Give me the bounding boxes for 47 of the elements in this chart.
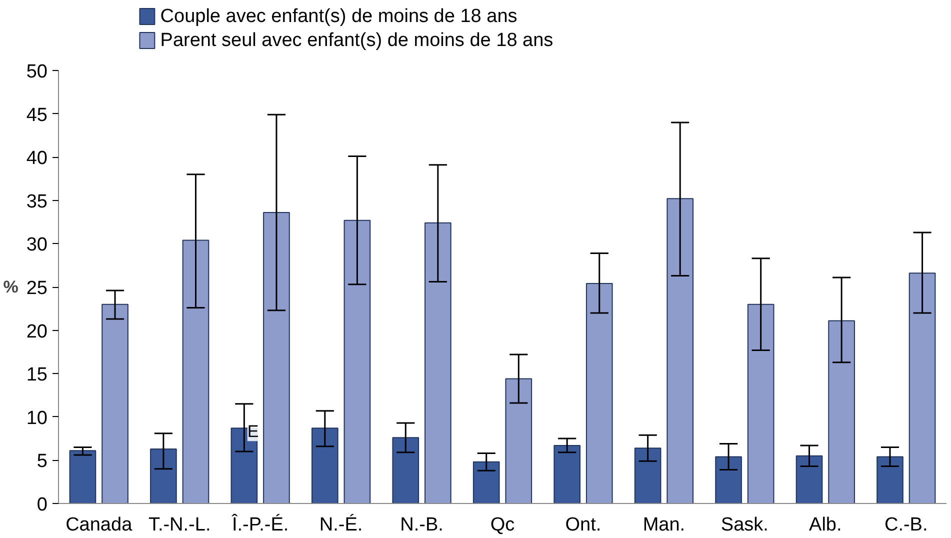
bar bbox=[796, 455, 823, 504]
annotation: E bbox=[247, 422, 259, 442]
y-tick-label: 10 bbox=[26, 408, 48, 429]
bar bbox=[263, 212, 290, 504]
x-tick-label: Alb. bbox=[809, 514, 842, 536]
bar bbox=[311, 428, 338, 504]
y-tick-label: 20 bbox=[26, 321, 48, 342]
x-tick-label: N.-É. bbox=[319, 514, 363, 536]
y-axis-title: % bbox=[3, 278, 18, 296]
y-tick-label: 0 bbox=[36, 494, 48, 516]
bar bbox=[150, 448, 177, 504]
y-tick-label: 15 bbox=[26, 364, 48, 386]
bar bbox=[634, 448, 662, 504]
y-tick-label: 40 bbox=[26, 148, 48, 170]
bar bbox=[747, 304, 774, 504]
bar bbox=[69, 450, 96, 504]
bar bbox=[392, 437, 420, 504]
x-tick-label: Man. bbox=[642, 514, 686, 536]
bar bbox=[505, 378, 532, 504]
bar bbox=[715, 456, 742, 504]
bar bbox=[876, 456, 904, 504]
bar bbox=[424, 222, 452, 504]
y-tick-label: 50 bbox=[26, 62, 48, 82]
bar bbox=[666, 198, 694, 504]
y-tick-label: 30 bbox=[26, 234, 48, 256]
bar bbox=[828, 320, 855, 504]
bar bbox=[554, 444, 580, 504]
legend-label: Parent seul avec enfant(s) de moins de 18 ans bbox=[160, 30, 554, 51]
y-tick-label: 35 bbox=[26, 191, 48, 212]
x-tick-label: Î.-P.-É. bbox=[230, 514, 289, 536]
y-tick-label: 25 bbox=[26, 278, 48, 299]
y-tick-label: 45 bbox=[26, 104, 48, 126]
bar bbox=[586, 283, 613, 504]
x-tick-label: T.-N.-L. bbox=[148, 514, 211, 536]
x-tick-label: Qc bbox=[490, 514, 515, 536]
bar bbox=[472, 461, 500, 504]
x-tick-label: Ont. bbox=[565, 514, 602, 536]
x-tick-label: Canada bbox=[66, 514, 133, 536]
bar bbox=[344, 220, 371, 504]
legend-label: Couple avec enfant(s) de moins de 18 ans bbox=[160, 6, 518, 27]
x-tick-label: N.-B. bbox=[400, 514, 444, 536]
bar bbox=[182, 240, 210, 504]
bar bbox=[102, 304, 128, 504]
x-tick-label: C.-B. bbox=[884, 514, 928, 536]
y-tick-label: 5 bbox=[36, 451, 48, 472]
x-tick-label: Sask. bbox=[720, 514, 768, 536]
bar bbox=[908, 272, 936, 504]
